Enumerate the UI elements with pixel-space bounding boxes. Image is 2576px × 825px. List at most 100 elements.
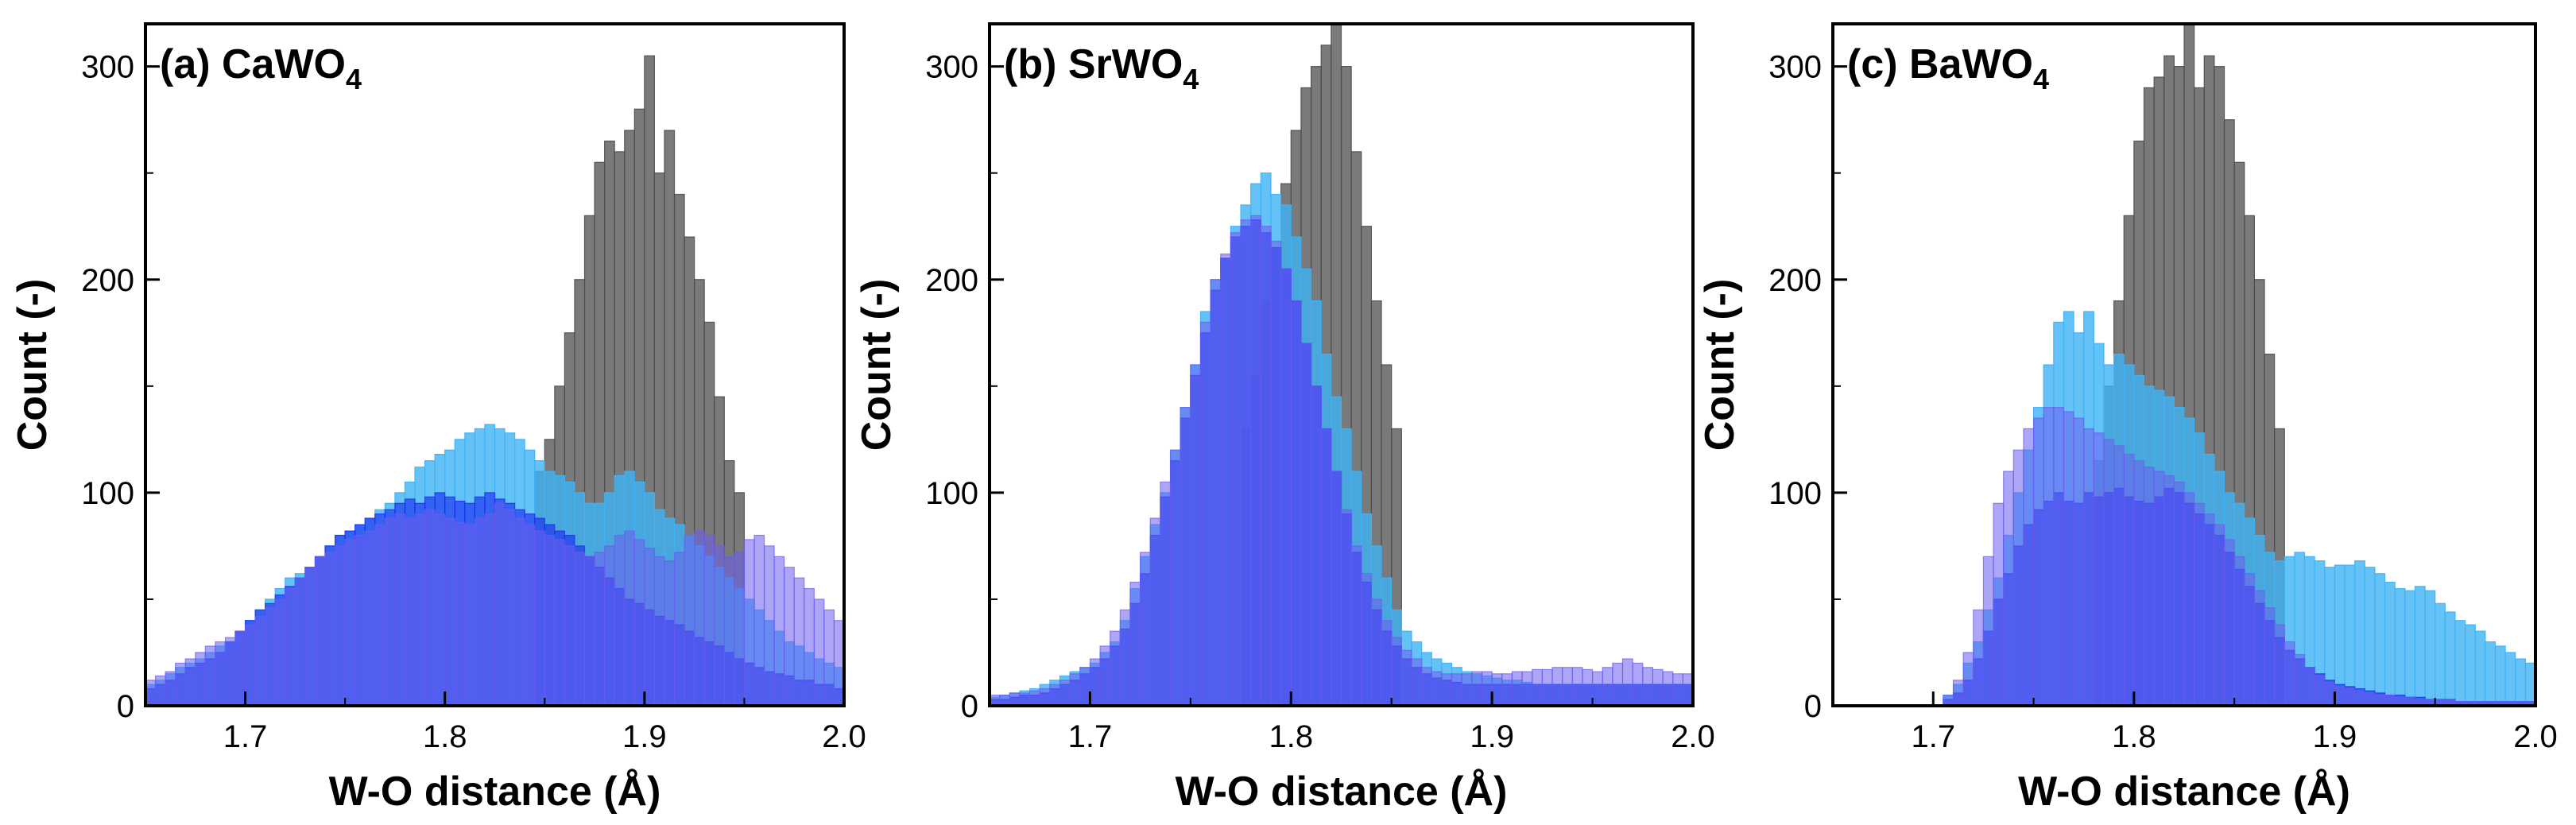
histogram-bar	[1009, 692, 1021, 706]
panel-title-subscript: 4	[2033, 63, 2049, 95]
histogram-bar	[2314, 675, 2326, 706]
histogram-bar	[2093, 432, 2105, 706]
histogram-bar	[1240, 219, 1252, 706]
histogram-bar	[1320, 428, 1332, 706]
histogram-bar	[2404, 590, 2416, 706]
histogram-bar	[1632, 662, 1644, 706]
histogram-bar	[374, 524, 385, 706]
histogram-bar	[484, 513, 496, 706]
histogram-bar	[1381, 620, 1393, 706]
panel-title-main: (b) SrWO	[1004, 41, 1183, 87]
y-tick-label: 300	[925, 50, 978, 85]
histogram-bar	[1532, 668, 1543, 706]
histogram-bar	[854, 680, 865, 706]
x-tick-label: 1.7	[1911, 719, 1955, 754]
histogram-bar	[554, 539, 565, 706]
histogram-bar	[743, 539, 755, 706]
histogram-bar	[2294, 654, 2306, 706]
histogram-bar	[694, 530, 705, 706]
histogram-bar	[2032, 417, 2044, 706]
histogram-bar	[394, 513, 406, 706]
histogram-bar	[734, 552, 746, 706]
histogram-bar	[1260, 226, 1272, 706]
histogram-bar	[265, 607, 276, 706]
histogram-bar	[2012, 449, 2024, 706]
plot-area	[990, 24, 1714, 706]
histogram-bar	[2303, 667, 2315, 706]
histogram-bar	[804, 587, 815, 706]
histogram-bar	[1400, 649, 1412, 706]
y-tick-label: 100	[1768, 476, 1822, 511]
histogram-bar	[1230, 232, 1242, 706]
histogram-bar	[833, 620, 844, 706]
histogram-bar	[2485, 641, 2497, 706]
histogram-bar	[2424, 590, 2436, 706]
y-axis-label: Count (-)	[1697, 279, 1743, 451]
histogram-bar	[304, 567, 316, 706]
histogram-bar	[723, 556, 735, 706]
histogram-bar	[1703, 684, 1714, 706]
axes-frame	[988, 22, 1695, 707]
plot-area	[1943, 24, 2535, 706]
panel-title-subscript: 4	[346, 63, 362, 95]
histogram-bar	[2454, 620, 2466, 706]
histogram-bar	[2123, 454, 2135, 706]
panel-b: 1.7 1.8 1.9 2.0 0 100 200 300 W-O distance (Å) Co…	[854, 22, 1715, 815]
histogram-bar	[2394, 587, 2406, 706]
histogram-bar	[1169, 449, 1181, 706]
histogram-bar	[2344, 688, 2356, 706]
histogram-bar	[354, 534, 366, 706]
panel-title: (b) SrWO4	[1004, 41, 1199, 95]
histogram-bar	[1028, 690, 1040, 706]
histogram-bar	[165, 671, 176, 706]
y-axis-label: Count (-)	[854, 279, 900, 451]
histogram-bar	[1662, 671, 1674, 706]
histogram-bar	[1672, 673, 1683, 706]
histogram-bar	[2274, 624, 2285, 706]
y-axis-label: Count (-)	[10, 279, 56, 451]
histogram-bar	[2515, 658, 2526, 706]
y-tick-label: 100	[81, 476, 134, 511]
histogram-bar	[1612, 662, 1624, 706]
x-tick-label: 1.9	[622, 719, 667, 754]
histogram-bar	[2163, 474, 2175, 706]
histogram-bar	[2133, 460, 2145, 706]
histogram-bar	[1562, 667, 1573, 706]
histogram-bar	[813, 598, 825, 706]
histogram-bar	[753, 534, 765, 706]
histogram-bar	[763, 545, 775, 706]
histogram-bar	[1501, 673, 1513, 706]
histogram-bar	[544, 534, 556, 706]
histogram-bar	[2233, 556, 2245, 706]
histogram-bar	[684, 534, 695, 706]
histogram-bar	[2103, 439, 2115, 706]
histogram-bar	[1149, 517, 1161, 706]
histogram-bar	[1703, 674, 1714, 706]
histogram-bar	[2414, 586, 2426, 706]
histogram-bar	[2494, 645, 2506, 706]
histogram-bar	[184, 658, 196, 706]
histogram-bar	[2183, 492, 2195, 706]
histogram-bar	[633, 539, 645, 706]
x-axis-label: W-O distance (Å)	[329, 769, 661, 815]
histogram-bar	[1461, 673, 1473, 706]
histogram-bar	[244, 624, 256, 706]
histogram-bar	[1943, 694, 1954, 706]
histogram-bar	[854, 642, 865, 706]
histogram-bar	[414, 513, 426, 706]
histogram-bar	[1280, 268, 1292, 706]
histogram-bar	[384, 517, 396, 706]
histogram-bar	[2153, 471, 2165, 706]
histogram-bar	[1370, 598, 1382, 706]
histogram-bar	[2334, 686, 2346, 706]
histogram-bar	[2354, 690, 2365, 706]
histogram-bar	[344, 539, 356, 706]
histogram-bar	[2344, 564, 2356, 706]
histogram-bar	[524, 524, 536, 706]
histogram-bar	[444, 517, 455, 706]
x-tick-label: 1.7	[1068, 719, 1113, 754]
histogram-bar	[2023, 428, 2035, 706]
axes-frame	[1831, 22, 2537, 707]
histogram-bar	[2253, 590, 2265, 706]
histogram-bar	[1089, 658, 1101, 706]
